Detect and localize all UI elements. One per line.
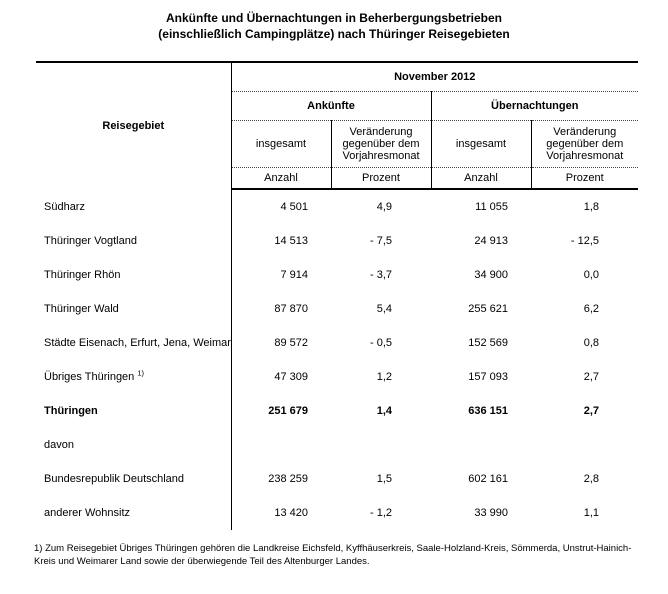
- cell-ankuenfte-prozent: 4,9: [376, 201, 392, 213]
- cell-uebernachtungen-anzahl: 33 990: [474, 507, 508, 519]
- cell-ankuenfte-anzahl: 13 420: [274, 507, 308, 519]
- row-label: Thüringer Vogtland: [36, 224, 232, 258]
- group-header-uebernachtungen: Übernachtungen: [430, 91, 639, 121]
- table-row: anderer Wohnsitz 13 420 - 1,2 33 990 1,1: [36, 496, 638, 530]
- cell-ankuenfte-anzahl: 87 870: [274, 303, 308, 315]
- cell-uebernachtungen-anzahl: 602 161: [468, 473, 508, 485]
- cell-uebernachtungen-prozent: 2,7: [583, 405, 600, 417]
- cell-uebernachtungen-anzahl: 11 055: [475, 201, 508, 213]
- row-label: Bundesrepublik Deutschland: [36, 462, 232, 496]
- cell-ankuenfte-anzahl: 238 259: [268, 473, 308, 485]
- cell-ankuenfte-prozent: - 0,5: [369, 337, 392, 349]
- cell-ankuenfte-prozent: 1,4: [376, 405, 392, 417]
- row-label: Thüringer Rhön: [36, 258, 232, 292]
- unit-header-anzahl-ankuenfte: Anzahl: [231, 167, 331, 190]
- cell-uebernachtungen-prozent: 6,2: [583, 303, 600, 315]
- cell-ankuenfte-prozent: 1,5: [376, 473, 392, 485]
- cell-ankuenfte-anzahl: 47 309: [274, 371, 308, 383]
- cell-ankuenfte-prozent: - 3,7: [369, 269, 392, 281]
- row-label: Übriges Thüringen 1): [36, 360, 232, 394]
- period-header: November 2012: [231, 62, 639, 92]
- cell-ankuenfte-prozent: [331, 428, 431, 462]
- table-row: Übriges Thüringen 1) 47 309 1,2 157 093 …: [36, 360, 638, 394]
- cell-ankuenfte-anzahl: 4 501: [280, 201, 308, 213]
- column-header-reisegebiet: Reisegebiet: [36, 62, 232, 189]
- cell-uebernachtungen-anzahl: [431, 428, 531, 462]
- cell-uebernachtungen-anzahl: 636 151: [468, 405, 508, 417]
- cell-uebernachtungen-prozent: 0,8: [583, 337, 600, 349]
- cell-uebernachtungen-prozent: 1,8: [583, 201, 600, 213]
- subheader-insgesamt-uebernachtungen: insgesamt: [430, 120, 531, 168]
- unit-header-prozent-uebernachtungen: Prozent: [530, 167, 639, 190]
- cell-ankuenfte-anzahl: 251 679: [268, 405, 308, 417]
- table-row: davon: [36, 428, 638, 462]
- table-row: Bundesrepublik Deutschland 238 259 1,5 6…: [36, 462, 638, 496]
- row-label: Südharz: [36, 189, 232, 224]
- row-label: Städte Eisenach, Erfurt, Jena, Weimar: [36, 326, 232, 360]
- row-label-text: Übriges Thüringen: [44, 371, 138, 383]
- subheader-veraenderung-ankuenfte: Veränderung gegenüber dem Vorjahresmonat: [330, 120, 431, 168]
- cell-ankuenfte-prozent: 5,4: [376, 303, 392, 315]
- unit-header-prozent-ankuenfte: Prozent: [330, 167, 431, 190]
- table-row: Thüringer Wald 87 870 5,4 255 621 6,2: [36, 292, 638, 326]
- cell-uebernachtungen-anzahl: 34 900: [474, 269, 508, 281]
- subheader-veraenderung-uebernachtungen: Veränderung gegenüber dem Vorjahresmonat: [530, 120, 639, 168]
- cell-ankuenfte-anzahl: 14 513: [274, 235, 308, 247]
- cell-ankuenfte-prozent: - 7,5: [369, 235, 392, 247]
- title-line-1: Ankünfte und Übernachtungen in Beherberg…: [165, 11, 503, 25]
- subheader-insgesamt-ankuenfte: insgesamt: [231, 120, 331, 168]
- cell-uebernachtungen-prozent: 0,0: [583, 269, 600, 281]
- cell-uebernachtungen-prozent: 1,1: [583, 507, 600, 519]
- row-label: Thüringen: [36, 394, 232, 428]
- row-label: Thüringer Wald: [36, 292, 232, 326]
- cell-uebernachtungen-prozent: 2,8: [583, 473, 600, 485]
- group-header-ankuenfte: Ankünfte: [231, 91, 431, 121]
- cell-uebernachtungen-anzahl: 24 913: [474, 235, 508, 247]
- table-row-total: Thüringen 251 679 1,4 636 151 2,7: [36, 394, 638, 428]
- title-line-2: (einschließlich Campingplätze) nach Thür…: [158, 27, 510, 41]
- cell-uebernachtungen-prozent: 2,7: [583, 371, 600, 383]
- statistics-table: Reisegebiet November 2012 Ankünfte Übern…: [36, 61, 639, 530]
- cell-uebernachtungen-anzahl: 157 093: [468, 371, 508, 383]
- table-row: Städte Eisenach, Erfurt, Jena, Weimar 89…: [36, 326, 638, 360]
- cell-uebernachtungen-prozent: [531, 428, 638, 462]
- table-row: Thüringer Rhön 7 914 - 3,7 34 900 0,0: [36, 258, 638, 292]
- footnote: 1) Zum Reisegebiet Übriges Thüringen geh…: [34, 543, 632, 567]
- document-title: Ankünfte und Übernachtungen in Beherberg…: [0, 0, 668, 42]
- row-label: davon: [36, 428, 232, 462]
- unit-header-anzahl-uebernachtungen: Anzahl: [430, 167, 531, 190]
- cell-ankuenfte-anzahl: [231, 428, 331, 462]
- cell-uebernachtungen-prozent: - 12,5: [570, 235, 600, 247]
- table-row: Thüringer Vogtland 14 513 - 7,5 24 913 -…: [36, 224, 638, 258]
- cell-ankuenfte-prozent: 1,2: [376, 371, 392, 383]
- cell-ankuenfte-prozent: - 1,2: [369, 507, 392, 519]
- row-label: anderer Wohnsitz: [36, 496, 232, 530]
- footnote-ref: 1): [137, 368, 145, 378]
- cell-ankuenfte-anzahl: 7 914: [280, 269, 308, 281]
- cell-uebernachtungen-anzahl: 255 621: [468, 303, 508, 315]
- table-row: Südharz 4 501 4,9 11 055 1,8: [36, 189, 638, 224]
- cell-ankuenfte-anzahl: 89 572: [274, 337, 308, 349]
- cell-uebernachtungen-anzahl: 152 569: [468, 337, 508, 349]
